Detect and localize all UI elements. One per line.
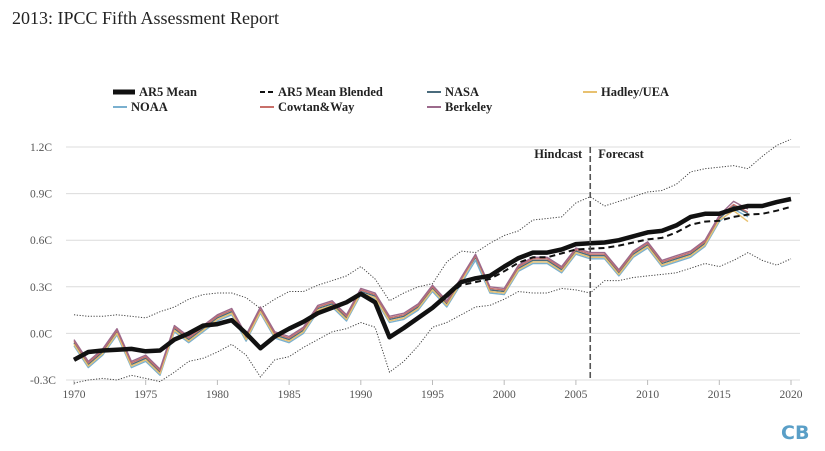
series-line-ar5-mean-blended bbox=[73, 205, 792, 361]
envelope-upper-line bbox=[73, 139, 792, 319]
x-tick-label: 1980 bbox=[206, 389, 229, 401]
legend-label: Berkeley bbox=[445, 100, 493, 114]
forecast-label: Forecast bbox=[598, 147, 644, 161]
envelope-lower-line bbox=[73, 252, 792, 384]
hindcast-label: Hindcast bbox=[534, 147, 583, 161]
series-line-berkeley bbox=[73, 200, 749, 370]
y-tick-label: 0.6C bbox=[30, 235, 52, 247]
x-tick-label: 1985 bbox=[278, 389, 301, 401]
legend-label: AR5 Mean Blended bbox=[278, 85, 383, 99]
series-line-nasa bbox=[73, 205, 749, 373]
x-tick-label: 2020 bbox=[780, 389, 803, 401]
series-line-cowtan-way bbox=[73, 203, 749, 372]
legend-label: Hadley/UEA bbox=[601, 85, 669, 99]
x-tick-label: 2010 bbox=[636, 389, 659, 401]
x-tick-label: 2000 bbox=[493, 389, 516, 401]
legend-label: NASA bbox=[445, 85, 479, 99]
y-tick-label: 0.9C bbox=[30, 189, 52, 201]
y-tick-label: 0.0C bbox=[30, 328, 52, 340]
legend-label: NOAA bbox=[131, 100, 168, 114]
y-tick-label: -0.3C bbox=[30, 375, 56, 387]
chart-title: 2013: IPCC Fifth Assessment Report bbox=[12, 8, 280, 28]
plot-area bbox=[72, 139, 792, 384]
y-tick-label: 1.2C bbox=[30, 142, 52, 154]
legend-label: AR5 Mean bbox=[139, 85, 197, 99]
carbon-brief-logo: CB bbox=[781, 422, 809, 444]
x-tick-label: 1995 bbox=[421, 389, 444, 401]
series-line-ar5-mean bbox=[72, 196, 792, 362]
x-tick-label: 1990 bbox=[349, 389, 372, 401]
legend-label: Cowtan&Way bbox=[278, 100, 355, 114]
x-tick-label: 2005 bbox=[564, 389, 587, 401]
series-line-hadley-uea bbox=[73, 209, 749, 375]
x-tick-label: 1970 bbox=[63, 389, 86, 401]
x-tick-label: 2015 bbox=[708, 389, 731, 401]
y-tick-label: 0.3C bbox=[30, 282, 52, 294]
series-line-noaa bbox=[73, 208, 749, 376]
x-tick-label: 1975 bbox=[134, 389, 157, 401]
